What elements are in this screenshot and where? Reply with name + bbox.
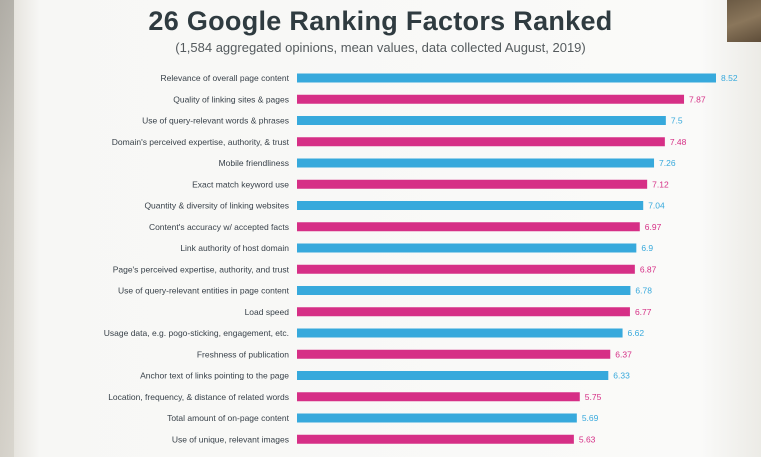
bar (297, 179, 648, 189)
value-label: 6.33 (613, 371, 630, 381)
bar (297, 94, 685, 104)
category-label: Location, frequency, & distance of relat… (108, 392, 289, 402)
value-label: 6.87 (640, 264, 657, 274)
chart-subtitle: (1,584 aggregated opinions, mean values,… (175, 40, 586, 55)
value-label: 6.78 (635, 286, 652, 296)
bar (297, 137, 665, 147)
category-label: Use of unique, relevant images (172, 434, 289, 444)
bar (297, 201, 644, 210)
bar (297, 434, 574, 444)
category-label: Page's perceived expertise, authority, a… (113, 264, 290, 274)
value-label: 7.12 (652, 179, 669, 189)
value-label: 7.48 (670, 137, 687, 147)
chart-title: 26 Google Ranking Factors Ranked (148, 6, 613, 36)
bar (297, 158, 655, 168)
category-label: Quantity & diversity of linking websites (144, 201, 289, 211)
value-label: 6.97 (645, 222, 662, 232)
value-label: 7.26 (659, 158, 676, 168)
category-label: Link authority of host domain (180, 243, 289, 253)
category-label: Use of query-relevant entities in page c… (118, 286, 290, 296)
bar (297, 392, 580, 402)
value-label: 5.69 (582, 413, 599, 423)
category-label: Mobile friendliness (219, 158, 289, 168)
category-label: Content's accuracy w/ accepted facts (149, 222, 289, 232)
value-label: 6.62 (628, 328, 645, 338)
category-label: Domain's perceived expertise, authority,… (112, 137, 290, 147)
category-label: Usage data, e.g. pogo-sticking, engageme… (104, 328, 289, 338)
bar (297, 73, 716, 83)
bar (297, 243, 637, 253)
value-label: 8.52 (721, 73, 738, 83)
category-label: Load speed (245, 307, 290, 317)
category-label: Relevance of overall page content (160, 73, 289, 83)
category-label: Freshness of publication (197, 349, 289, 359)
category-label: Anchor text of links pointing to the pag… (140, 371, 289, 381)
value-label: 7.04 (648, 201, 665, 211)
bar (297, 116, 666, 125)
bar (297, 328, 623, 338)
value-label: 5.75 (585, 392, 602, 402)
value-label: 6.9 (641, 243, 653, 253)
value-label: 6.77 (635, 307, 652, 317)
bars-group: Relevance of overall page content 8.52 Qua… (104, 73, 738, 444)
bar (297, 264, 635, 274)
bar (297, 286, 631, 295)
bar (297, 413, 577, 423)
bar (297, 371, 609, 380)
value-label: 6.37 (615, 349, 632, 359)
bar (297, 222, 640, 232)
value-label: 5.63 (579, 434, 596, 444)
category-label: Use of query-relevant words & phrases (142, 116, 289, 126)
category-label: Quality of linking sites & pages (173, 94, 289, 104)
value-label: 7.5 (671, 116, 683, 126)
bar (297, 307, 630, 317)
category-label: Exact match keyword use (192, 179, 289, 189)
value-label: 7.87 (689, 94, 706, 104)
corner-video-thumbnail (727, 0, 761, 42)
bar (297, 349, 611, 359)
category-label: Total amount of on-page content (167, 413, 290, 423)
left-edge-shadow (0, 0, 14, 457)
